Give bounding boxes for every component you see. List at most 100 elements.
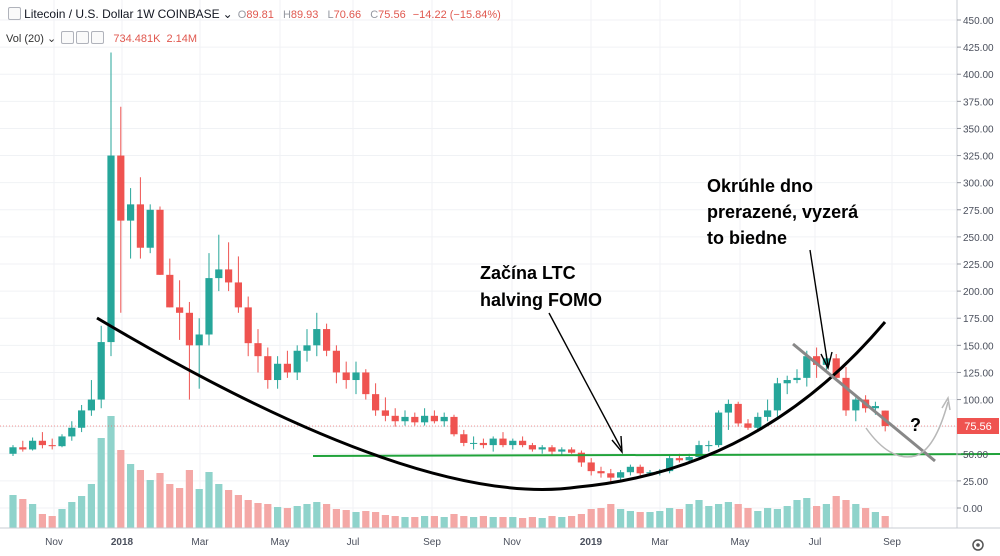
candle-body: [489, 438, 497, 446]
candle-body: [401, 416, 409, 422]
volume-bar: [656, 511, 664, 528]
volume-bar: [607, 504, 615, 528]
last-price-tag-text: 75.56: [964, 421, 992, 433]
volume-bar: [822, 504, 830, 528]
x-tick-label: Jul: [809, 537, 822, 548]
interval[interactable]: 1W: [136, 7, 155, 21]
candle-body: [68, 427, 76, 437]
time-axis[interactable]: Nov 2018 Mar May Jul Sep Nov 2019 Mar May Jul Sep: [0, 527, 1000, 548]
eye-icon[interactable]: [61, 31, 75, 44]
candle-body: [852, 399, 860, 411]
volume-bar: [342, 510, 350, 528]
chevron-down-icon[interactable]: ⌄: [222, 7, 233, 21]
annotation-halving-line1: Začína LTC: [480, 263, 576, 283]
low-label: L: [327, 9, 334, 21]
candle-body: [146, 209, 154, 248]
candle-body: [705, 445, 713, 447]
volume-bar: [646, 512, 654, 528]
y-tick-label: 0.00: [963, 504, 983, 515]
gear-icon[interactable]: [76, 31, 90, 44]
volume-bar: [881, 516, 889, 528]
low-value: 70.66: [333, 9, 362, 21]
candle-body: [9, 447, 17, 454]
candle-body: [38, 440, 46, 446]
volume-bar: [234, 495, 242, 528]
volume-bar: [283, 508, 291, 528]
candle-body: [617, 472, 625, 478]
candle-body: [58, 436, 66, 447]
candles: [9, 52, 889, 482]
volume-bar: [381, 515, 389, 528]
volume-bar: [489, 517, 497, 528]
candle-body: [519, 440, 527, 446]
volume-bar: [871, 512, 879, 528]
volume-bar: [29, 504, 37, 528]
drawings[interactable]: [96, 249, 1000, 491]
candle-body: [136, 204, 144, 248]
y-tick-label: 100.00: [963, 396, 994, 407]
volume-bar: [293, 506, 301, 528]
chevron-down-icon[interactable]: ⌄: [46, 33, 57, 45]
candle-body: [509, 440, 517, 446]
volume-bar: [587, 509, 595, 528]
volume-bar: [332, 509, 340, 528]
annotation-arrow-bottom: [809, 249, 829, 367]
candle-body: [323, 329, 331, 351]
candle-body: [283, 363, 291, 373]
volume-bar: [156, 473, 164, 528]
y-tick-label: 275.00: [963, 206, 994, 217]
volume-bars: [9, 416, 889, 528]
candle-body: [695, 445, 703, 458]
candle-body: [558, 449, 566, 452]
candle-body: [87, 399, 95, 411]
volume-label[interactable]: Vol (20): [6, 33, 44, 45]
volume-bar: [460, 516, 468, 528]
candle-body: [803, 356, 811, 378]
volume-bar: [215, 484, 223, 528]
volume-bar: [136, 470, 144, 528]
volume-bar: [832, 496, 840, 528]
volume-bar: [479, 516, 487, 528]
candle-body: [626, 466, 634, 473]
annotation-arrow-halving: [548, 312, 623, 451]
settings-gear-icon[interactable]: [972, 539, 984, 551]
candle-body: [666, 458, 674, 472]
volume-bar: [185, 470, 193, 528]
volume-bar: [303, 504, 311, 528]
volume-bar: [146, 480, 154, 528]
volume-bar: [842, 500, 850, 528]
symbol-name[interactable]: Litecoin / U.S. Dollar: [24, 7, 134, 21]
candle-body: [813, 356, 821, 365]
volume-bar: [675, 509, 683, 528]
volume-bar: [48, 516, 56, 528]
volume-bar: [626, 511, 634, 528]
volume-bar: [313, 502, 321, 528]
candle-body: [421, 415, 429, 423]
y-tick-label: 125.00: [963, 368, 994, 379]
exchange: COINBASE: [157, 7, 220, 21]
candle-body: [773, 383, 781, 411]
volume-bar: [68, 502, 76, 528]
symbol-legend: Litecoin / U.S. Dollar 1W COINBASE ⌄ O89…: [6, 7, 501, 21]
close-icon[interactable]: [91, 31, 105, 44]
candle-body: [744, 423, 752, 428]
volume-ma: 2.14M: [166, 33, 198, 45]
candle-body: [78, 410, 86, 428]
candle-body: [675, 458, 683, 461]
candle-body: [352, 372, 360, 381]
y-tick-label: 150.00: [963, 341, 994, 352]
volume-bar: [528, 517, 536, 528]
volume-bar: [715, 504, 723, 528]
candle-body: [293, 350, 301, 373]
volume-bar: [764, 508, 772, 528]
x-tick-label: 2019: [580, 537, 603, 548]
compare-checkbox-icon[interactable]: [8, 7, 21, 20]
candle-body: [215, 269, 223, 279]
candle-body: [303, 345, 311, 351]
annotation-halving-line2: halving FOMO: [480, 290, 602, 310]
volume-bar: [734, 504, 742, 528]
candle-body: [195, 334, 203, 346]
x-tick-label: Sep: [423, 537, 441, 548]
volume-bar: [225, 490, 233, 528]
